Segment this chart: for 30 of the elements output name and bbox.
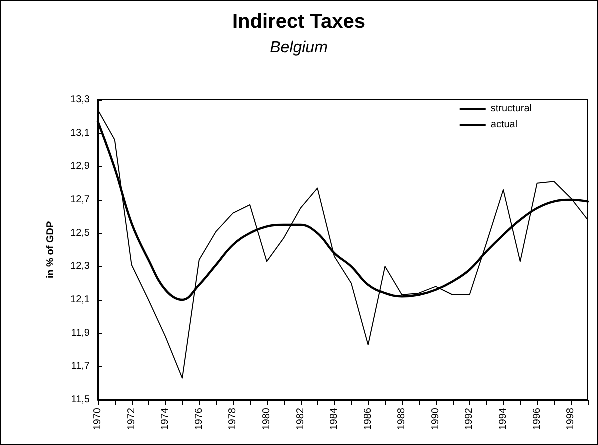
x-tick-label: 1982 [295, 408, 306, 430]
x-tick-label: 1976 [194, 408, 205, 430]
x-tick-label: 1988 [396, 408, 408, 430]
chart-title: Indirect Taxes [232, 11, 366, 33]
x-tick-label: 1996 [532, 408, 543, 430]
x-tick-label: 1974 [160, 408, 172, 430]
y-tick-label: 11,7 [71, 361, 90, 372]
y-tick-label: 11,5 [71, 394, 90, 406]
y-tick-label: 13,3 [70, 94, 90, 106]
x-tick-label: 1994 [498, 408, 510, 430]
chart-subtitle: Belgium [270, 40, 328, 56]
y-tick-label: 11,9 [71, 328, 90, 339]
legend-label: actual [490, 120, 518, 130]
y-tick-label: 12,3 [70, 261, 90, 272]
y-tick-label: 12,9 [70, 161, 90, 172]
y-tick-label: 12,7 [70, 194, 90, 206]
x-tick-label: 1992 [464, 408, 476, 430]
x-tick-label: 1980 [261, 408, 272, 430]
y-tick-label: 12,5 [70, 228, 90, 239]
legend-label: structural [490, 104, 532, 114]
x-tick-label: 1970 [92, 408, 104, 430]
y-axis-title: in % of GDP [46, 221, 56, 279]
x-tick-label: 1990 [430, 408, 442, 430]
x-tick-label: 1972 [126, 408, 138, 430]
x-tick-label: 1984 [329, 408, 340, 430]
y-tick-label: 12,1 [70, 294, 90, 306]
y-tick-label: 13,1 [70, 128, 90, 139]
x-tick-label: 1986 [362, 408, 374, 430]
x-tick-label: 1998 [566, 408, 577, 430]
x-tick-label: 1978 [228, 408, 239, 430]
